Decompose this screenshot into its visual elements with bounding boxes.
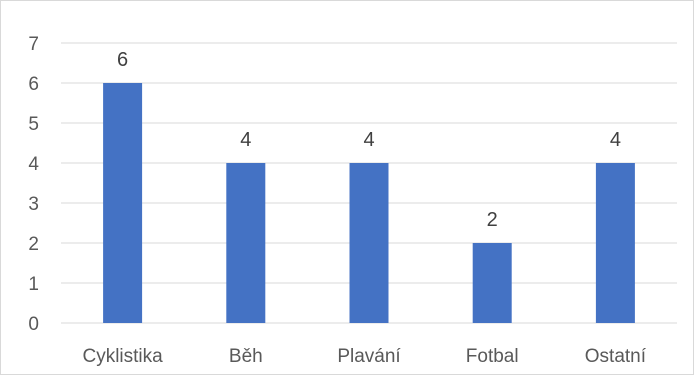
data-labels: 6 4 4 2 4 [117,49,621,231]
category-label-3: Plavání [337,346,401,367]
y-tick-label-1: 1 [28,274,39,295]
bar-3 [349,163,389,323]
data-label-1: 6 [117,49,128,71]
bars [103,83,635,323]
y-tick-label-2: 2 [28,234,39,255]
x-axis-categories: Cyklistika Běh Plavání Fotbal Ostatní [82,346,646,367]
bar-5 [595,163,635,323]
data-label-4: 2 [487,209,498,231]
bar-4 [472,243,512,323]
y-tick-label-3: 3 [28,194,39,215]
y-tick-label-7: 7 [28,34,39,55]
bar-1 [103,83,143,323]
bar-2 [226,163,266,323]
category-label-5: Ostatní [585,346,647,367]
category-label-2: Běh [229,346,263,367]
data-label-5: 4 [610,129,621,151]
y-tick-label-4: 4 [28,154,39,175]
y-tick-label-5: 5 [28,114,39,135]
category-label-4: Fotbal [466,346,519,367]
category-label-1: Cyklistika [82,346,163,367]
data-label-3: 4 [363,129,374,151]
y-axis-ticks: 0 1 2 3 4 5 6 7 [28,34,39,335]
data-label-2: 4 [240,129,251,151]
y-tick-label-6: 6 [28,74,39,95]
y-tick-label-0: 0 [28,314,39,335]
